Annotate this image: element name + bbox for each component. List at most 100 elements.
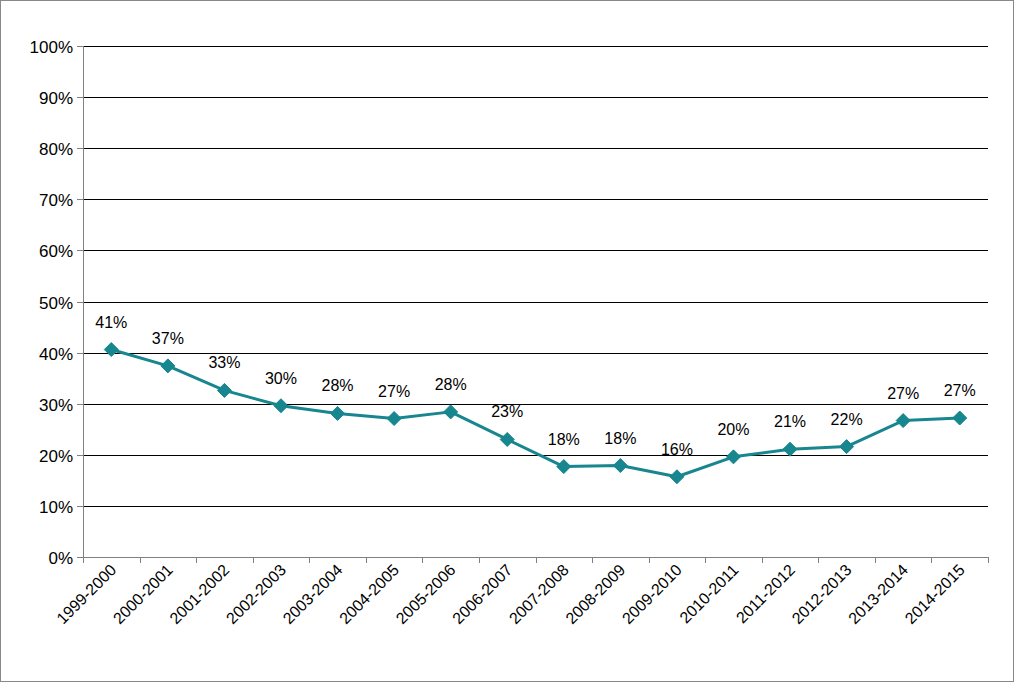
x-tick-label: 2006-2007 (449, 561, 515, 627)
y-tick (77, 250, 83, 251)
y-tick-label: 60% (39, 242, 73, 261)
grid-line (83, 404, 988, 405)
x-tick (818, 557, 819, 563)
y-tick-label: 100% (30, 38, 73, 57)
x-tick-label: 2007-2008 (506, 561, 572, 627)
x-tick (536, 557, 537, 563)
grid-line (83, 199, 988, 200)
y-tick (77, 97, 83, 98)
y-tick (77, 46, 83, 47)
x-tick (422, 557, 423, 563)
grid-line (83, 148, 988, 149)
data-point (840, 440, 854, 454)
grid-line (83, 46, 988, 47)
data-label: 27% (887, 385, 919, 402)
x-tick (253, 557, 254, 563)
y-tick (77, 455, 83, 456)
y-tick-label: 90% (39, 89, 73, 108)
x-tick-label: 2002-2003 (223, 561, 289, 627)
x-tick (592, 557, 593, 563)
data-point (896, 414, 910, 428)
y-tick-label: 70% (39, 191, 73, 210)
x-tick-label: 2009-2010 (619, 561, 685, 627)
y-tick-label: 80% (39, 140, 73, 159)
data-label: 28% (435, 376, 467, 393)
data-point (104, 343, 118, 357)
x-tick (83, 557, 84, 563)
data-label: 27% (944, 382, 976, 399)
data-point (953, 411, 967, 425)
y-tick-label: 10% (39, 498, 73, 517)
x-tick (649, 557, 650, 563)
x-tick (479, 557, 480, 563)
data-point (331, 406, 345, 420)
x-tick-label: 2014-2015 (902, 561, 968, 627)
data-line (111, 350, 959, 477)
y-tick-label: 0% (48, 549, 73, 568)
grid-line (83, 455, 988, 456)
x-tick (988, 557, 989, 563)
data-point (217, 383, 231, 397)
data-label: 22% (831, 411, 863, 428)
y-tick (77, 404, 83, 405)
x-tick-label: 2004-2005 (336, 561, 402, 627)
data-label: 18% (548, 431, 580, 448)
x-tick (875, 557, 876, 563)
y-tick (77, 302, 83, 303)
x-axis (83, 557, 988, 558)
data-point (726, 450, 740, 464)
x-tick (366, 557, 367, 563)
x-tick (705, 557, 706, 563)
x-tick (309, 557, 310, 563)
x-tick-label: 1999-2000 (53, 561, 119, 627)
data-label: 20% (717, 421, 749, 438)
data-point (161, 359, 175, 373)
x-tick-label: 2011-2012 (733, 561, 798, 626)
data-point (783, 442, 797, 456)
y-tick-label: 50% (39, 294, 73, 313)
grid-line (83, 250, 988, 251)
y-tick-label: 30% (39, 396, 73, 415)
y-tick (77, 557, 83, 558)
grid-line (83, 97, 988, 98)
x-tick (140, 557, 141, 563)
data-label: 23% (491, 403, 523, 420)
x-tick-label: 2005-2006 (393, 561, 459, 627)
data-label: 27% (378, 383, 410, 400)
x-tick-label: 2012-2013 (789, 561, 855, 627)
x-tick (931, 557, 932, 563)
y-tick-label: 20% (39, 447, 73, 466)
y-tick-label: 40% (39, 345, 73, 364)
data-label: 41% (95, 314, 127, 331)
data-point (274, 399, 288, 413)
grid-line (83, 557, 988, 558)
x-tick (762, 557, 763, 563)
data-label: 33% (208, 354, 240, 371)
y-axis (83, 46, 84, 557)
x-tick-label: 2013-2014 (845, 561, 911, 627)
y-tick (77, 506, 83, 507)
x-tick-label: 2001-2002 (166, 561, 232, 627)
data-point (557, 460, 571, 474)
data-point (500, 432, 514, 446)
y-tick (77, 148, 83, 149)
chart-border (1, 1, 1014, 682)
data-point (670, 470, 684, 484)
data-label: 28% (322, 377, 354, 394)
data-label: 18% (604, 430, 636, 447)
x-tick-label: 2010-2011 (676, 561, 741, 626)
x-tick-label: 2003-2004 (280, 561, 346, 627)
chart: 0% 10% 20% 30% 40% 50% 60% 70% 80% 90% 100% 1999-20… (0, 0, 1014, 682)
grid-line (83, 506, 988, 507)
y-tick (77, 199, 83, 200)
data-label: 37% (152, 330, 184, 347)
data-point (387, 412, 401, 426)
data-point (613, 459, 627, 473)
x-tick-label: 2008-2009 (562, 561, 628, 627)
data-label: 21% (774, 413, 806, 430)
data-point (444, 405, 458, 419)
data-label: 30% (265, 370, 297, 387)
x-tick-label: 2000-2001 (110, 561, 176, 627)
y-tick (77, 353, 83, 354)
x-tick (196, 557, 197, 563)
